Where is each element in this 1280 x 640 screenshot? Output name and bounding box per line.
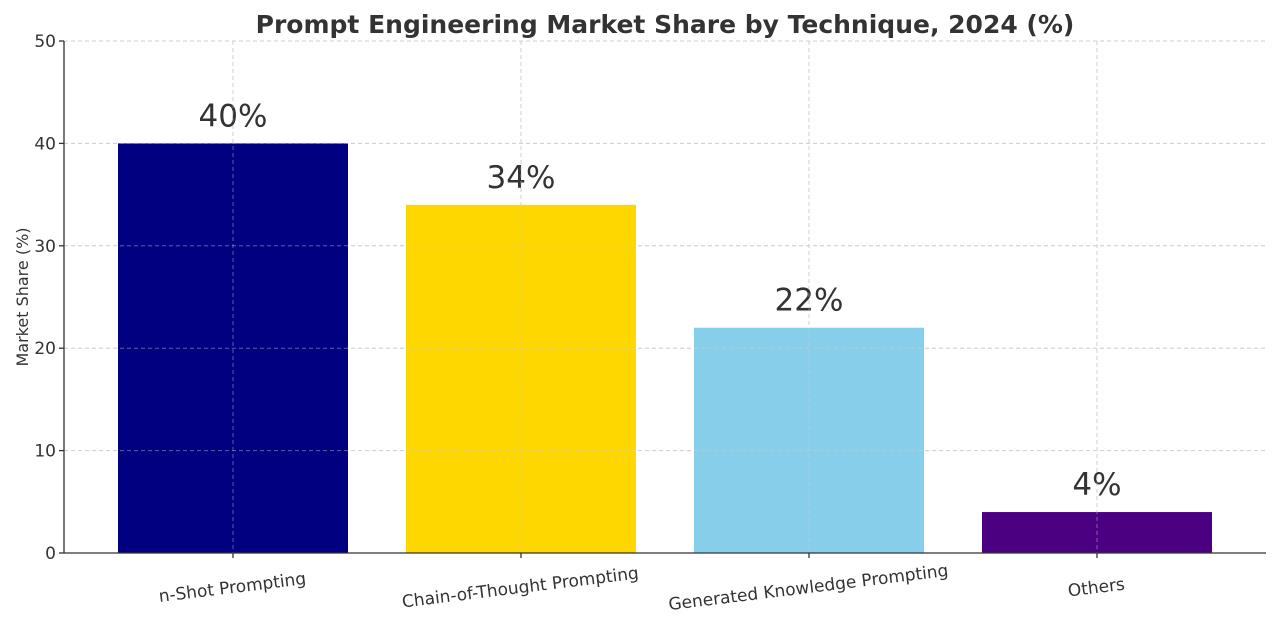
x-tick-label-2: Chain-of-Thought Prompting — [401, 564, 640, 613]
y-tick-label: 50 — [34, 32, 56, 52]
y-tick-label: 40 — [34, 134, 56, 154]
x-ticks-layer: n-Shot Prompting Chain-of-Thought Prompti… — [158, 553, 1126, 615]
bar-3 — [694, 327, 924, 553]
y-tick-label: 30 — [34, 237, 56, 257]
data-label-4: 4% — [1072, 467, 1121, 503]
y-tick-label: 20 — [34, 339, 56, 359]
axes-layer — [63, 41, 1266, 554]
y-axis-label: Market Share (%) — [13, 227, 32, 366]
data-labels-layer: 40% 34% 22% 4% — [64, 40, 1266, 553]
bar-1 — [118, 143, 348, 553]
x-tick-label-4: Others — [1067, 575, 1126, 602]
data-label-1: 40% — [199, 98, 268, 134]
y-ticks-layer: 0 10 20 30 40 50 — [34, 32, 64, 564]
bar-2 — [406, 204, 636, 553]
x-tick-label-3: Generated Knowledge Prompting — [667, 561, 949, 615]
data-label-3: 22% — [775, 283, 844, 319]
y-tick-label: 0 — [45, 544, 56, 564]
x-tick-label-1: n-Shot Prompting — [158, 569, 308, 607]
bar-4 — [982, 512, 1212, 553]
data-label-2: 34% — [487, 160, 556, 196]
y-tick-label: 10 — [34, 442, 56, 462]
bars-layer — [118, 143, 1212, 553]
chart-title: Prompt Engineering Market Share by Techn… — [256, 10, 1075, 39]
